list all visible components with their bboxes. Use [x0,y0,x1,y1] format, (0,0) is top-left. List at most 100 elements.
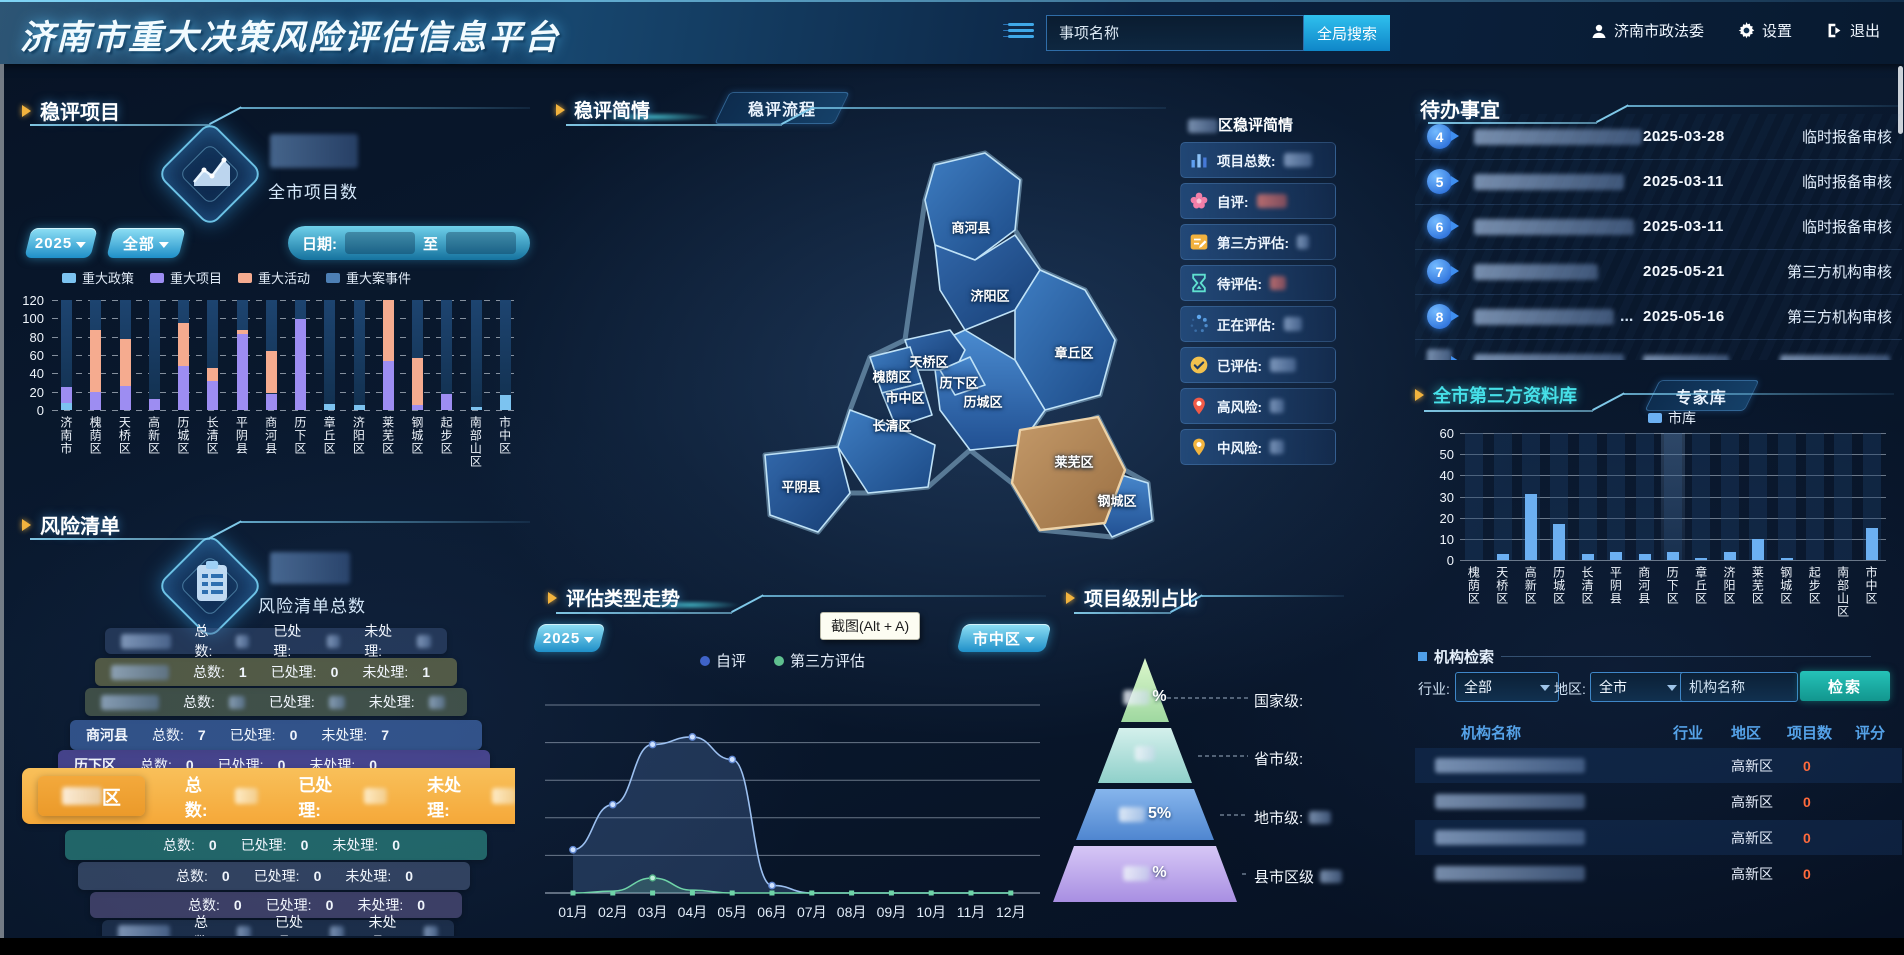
bar-segment-重大项目[interactable] [148,399,160,410]
org-name-input[interactable]: 机构名称 [1680,672,1798,702]
map-label-天桥区[interactable]: 天桥区 [909,354,949,370]
bar-segment-重大活动[interactable] [207,367,219,381]
district-shizhong[interactable] [881,382,933,428]
logout-button[interactable]: 退出 [1826,20,1880,41]
district-stacked-bar-chart[interactable]: 0 20 40 60 80 100 120 济南市 槐荫区 天桥区 高新区 历城区 长清区 平阴县 商河县历… [8,292,530,482]
legend-item[interactable]: 重大政策 [62,268,134,287]
date-to-input[interactable] [446,232,517,254]
bar-segment-重大政策[interactable] [324,403,336,410]
district-lixia[interactable] [939,356,986,396]
search-button[interactable]: 全局搜索 [1304,15,1390,51]
trend-year-select[interactable]: 2025 [532,624,606,652]
todo-row[interactable]: 4... 2025-03-28 临时报备审核 [1415,114,1902,160]
bar-segment-重大项目[interactable] [90,391,102,410]
bar[interactable] [1695,557,1708,560]
risk-row[interactable]: 总数: 0 已处理: 0 未处理: 0 [90,892,462,918]
bar-segment-重大活动[interactable] [412,357,424,405]
risk-row[interactable]: 总数: 0 已处理: 0 未处理: 0 [78,862,470,890]
map-label-章丘区[interactable]: 章丘区 [1054,345,1094,361]
todo-row[interactable] [1415,339,1902,360]
org-table-row[interactable]: 高新区 0 [1415,748,1902,783]
bar[interactable] [1723,551,1736,560]
bar-segment-重大活动[interactable] [236,330,248,334]
year-filter-select[interactable]: 2025 [24,228,98,258]
stat-item[interactable]: 项目总数: [1180,142,1336,178]
legend-item[interactable]: 重大案事件 [326,268,411,287]
bar[interactable] [1610,551,1623,560]
bar-segment-重大项目[interactable] [265,393,277,410]
stat-item[interactable]: 自评: [1180,183,1336,219]
risk-row[interactable]: 总数:已处理:未处理: [102,914,454,936]
bar-segment-重大政策[interactable] [353,405,365,410]
org-table-row[interactable]: 高新区 0 [1415,820,1902,855]
tab-third-party-library[interactable]: 全市第三方资料库 [1415,382,1577,408]
library-bar-chart[interactable]: 0 10 20 30 40 50 60 槐荫区 天桥区 高新区 历城区 长清区 平阴县 商河县 历下区 章丘区… [1428,424,1898,646]
map-label-钢城区[interactable]: 钢城区 [1097,493,1137,509]
bar-segment-重大活动[interactable] [178,322,190,366]
map-label-莱芜区[interactable]: 莱芜区 [1054,454,1094,470]
bar-segment-重大项目[interactable] [382,360,394,410]
bar-segment-重大项目[interactable] [236,333,248,410]
bar-segment-重大项目[interactable] [178,366,190,410]
risk-row[interactable]: 总数: 1 已处理: 0 未处理: 1 [95,658,457,686]
stat-item[interactable]: 正在评估: [1180,306,1336,342]
district-pingyin[interactable] [764,446,851,533]
stat-item[interactable]: 中风险: [1180,429,1336,465]
industry-select[interactable]: 全部 [1455,672,1559,702]
project-level-pyramid[interactable]: 国家级:% 省市级: 地市级: 5% 县市区级% [1040,640,1400,920]
stat-item[interactable]: 第三方评估: [1180,224,1336,260]
search-input[interactable] [1046,15,1304,51]
map-label-济阳区[interactable]: 济阳区 [970,288,1010,304]
map-label-平阴县[interactable]: 平阴县 [781,479,821,495]
bar-segment-重大项目[interactable] [441,394,453,410]
trend-region-select[interactable]: 市中区 [956,624,1052,652]
legend-item[interactable]: 重大项目 [150,268,222,287]
bar-segment-重大活动[interactable] [265,351,277,394]
bar[interactable] [1780,557,1793,560]
todo-row[interactable]: 8... 2025-05-16 第三方机构审核 [1415,294,1902,340]
bar-segment-重大政策[interactable] [499,395,511,410]
bar[interactable] [1638,553,1651,560]
user-menu[interactable]: 济南市政法委 [1591,20,1704,41]
bar-segment-重大项目[interactable] [295,319,307,410]
bar-segment-重大政策[interactable] [470,407,482,410]
risk-row[interactable]: 总数: 0 已处理: 0 未处理: 0 [65,830,487,860]
risk-row-highlighted[interactable]: 区总数: 已处理: 未处理: [22,768,515,824]
org-table-row[interactable]: 高新区 0 [1415,784,1902,819]
stat-item[interactable]: 高风险: [1180,388,1336,424]
scope-filter-select[interactable]: 全部 [106,228,186,258]
district-laiwu-highlighted[interactable] [1010,415,1127,532]
risk-row[interactable]: 总数:已处理:未处理: [85,688,467,716]
menu-icon[interactable] [1008,20,1034,44]
assessment-trend-chart[interactable]: 01月 02月 03月 04月 05月 06月 07月 08月 09月 10月 11月 12月 [540,680,1050,930]
bar[interactable] [1525,494,1537,560]
risk-row[interactable]: 总数:已处理:未处理: [105,623,447,659]
map-label-长清区[interactable]: 长清区 [872,418,912,434]
map-label-历城区[interactable]: 历城区 [963,394,1003,410]
bar[interactable] [1865,528,1878,560]
bar-segment-重大活动[interactable] [119,339,131,387]
bar[interactable] [1667,551,1679,560]
map-label-历下区[interactable]: 历下区 [939,375,979,391]
tab-expert-library[interactable]: 专家库 [1644,380,1760,411]
scrollbar-thumb[interactable] [1898,66,1903,134]
stat-item[interactable]: 待评估: [1180,265,1336,301]
bar-segment-重大政策[interactable] [61,402,73,410]
tab-assessment-brief[interactable]: 稳评简情 [556,96,650,123]
district-shanghe[interactable] [924,152,1021,261]
region-select[interactable]: 全市 [1590,672,1686,702]
bar-segment-重大项目[interactable] [412,404,424,410]
bar[interactable] [1553,524,1566,560]
bar-segment-重大项目[interactable] [61,387,73,403]
bar-segment-重大项目[interactable] [207,380,219,410]
jinan-district-map[interactable]: 商河县 济阳区 章丘区 天桥区 槐荫区 历下区 市中区 历城区 长清区 莱芜区 平阴县 钢城区 [700,95,1160,565]
map-label-商河县[interactable]: 商河县 [951,220,991,236]
bar-segment-重大项目[interactable] [119,386,131,410]
todo-row[interactable]: 7 2025-05-21 第三方机构审核 [1415,249,1902,295]
bar-segment-重大活动[interactable] [382,300,394,361]
org-table-row[interactable]: 高新区 0 [1415,856,1902,891]
todo-row[interactable]: 6 2025-03-11 临时报备审核 [1415,204,1902,250]
map-label-市中区[interactable]: 市中区 [885,390,925,406]
legend-item[interactable]: 重大活动 [238,268,310,287]
bar-segment-重大活动[interactable] [90,330,102,392]
